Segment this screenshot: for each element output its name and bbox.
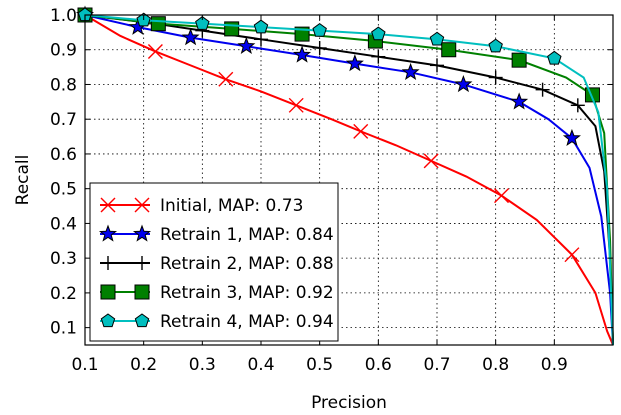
x-tick-label: 0.1 [71, 355, 98, 375]
legend-entry: Retrain 3, MAP: 0.92 [100, 283, 334, 303]
y-tick-label: 0.9 [50, 41, 77, 61]
data-point [488, 38, 503, 53]
ticks-layer: 0.1 0.2 0.3 0.4 0.5 0.6 0.7 0.8 0.9 0.1 0.2 0.3 0.4 0… [50, 6, 613, 375]
x-axis-label: Precision [311, 393, 387, 413]
x-tick-label: 0.4 [247, 355, 274, 375]
legend-marker [132, 224, 152, 242]
data-point [224, 21, 240, 37]
y-tick-label: 1.0 [50, 6, 77, 26]
series-layer [75, 5, 614, 346]
legend-entry: Initial, MAP: 0.73 [100, 196, 303, 216]
x-tick-label: 0.6 [365, 355, 392, 375]
marker-stroke [494, 188, 510, 204]
x-tick-label: 0.3 [189, 355, 216, 375]
series-line [84, 14, 614, 346]
marker-stroke [353, 123, 369, 139]
data-point [353, 123, 369, 139]
data-point [564, 247, 580, 263]
data-point [312, 23, 327, 37]
y-tick-label: 0.7 [50, 110, 77, 130]
data-point [488, 70, 503, 85]
y-axis-label: Recall [13, 155, 33, 206]
data-point [454, 74, 473, 93]
legend-entry: Retrain 1, MAP: 0.84 [98, 224, 334, 245]
legend-marker [135, 256, 149, 270]
legend-label: Retrain 2, MAP: 0.88 [160, 254, 334, 274]
y-tick-label: 0.8 [50, 75, 77, 95]
data-point [147, 43, 163, 59]
series-line [84, 14, 614, 346]
marker-stroke [218, 71, 234, 87]
plot-frame [84, 14, 614, 346]
data-point [547, 50, 562, 65]
y-tick-label: 0.4 [50, 214, 77, 234]
data-point [511, 52, 527, 68]
y-tick-label: 0.5 [50, 180, 77, 200]
data-point [494, 188, 510, 204]
legend-marker [134, 197, 150, 213]
marker-stroke [288, 97, 304, 113]
legend-marker [134, 313, 150, 328]
y-tick-label: 0.1 [50, 319, 77, 339]
data-point [254, 32, 268, 47]
x-tick-label: 0.7 [423, 355, 450, 375]
marker-stroke [100, 197, 116, 213]
data-point [562, 128, 581, 146]
legend-marker [134, 284, 150, 300]
data-point [293, 45, 312, 63]
series-line [84, 14, 614, 346]
data-point [429, 31, 445, 46]
series-5 [77, 7, 614, 346]
data-point [195, 16, 210, 30]
data-point [510, 92, 529, 110]
marker-stroke [423, 153, 439, 169]
data-point [371, 49, 386, 64]
x-tick-label: 0.5 [306, 355, 333, 375]
data-point [181, 28, 200, 46]
data-point [218, 71, 234, 87]
data-point [570, 98, 585, 113]
data-point [430, 58, 444, 73]
data-point [237, 36, 256, 54]
legend-label: Retrain 1, MAP: 0.84 [160, 225, 334, 245]
legend-marker [100, 313, 116, 328]
data-point [312, 41, 327, 55]
legend-label: Initial, MAP: 0.73 [160, 196, 303, 216]
legend-marker [101, 256, 115, 270]
legend-entry: Retrain 4, MAP: 0.94 [100, 312, 334, 332]
legend-label: Retrain 3, MAP: 0.92 [160, 283, 334, 303]
data-point [150, 16, 166, 32]
marker-stroke [147, 43, 163, 59]
y-tick-label: 0.2 [50, 284, 77, 304]
y-tick-label: 0.3 [50, 249, 77, 269]
data-point [253, 19, 269, 34]
legend-label: Retrain 4, MAP: 0.94 [160, 312, 334, 332]
y-tick-label: 0.6 [50, 145, 77, 165]
marker-stroke [134, 197, 150, 213]
data-point [535, 82, 550, 97]
x-tick-label: 0.9 [541, 355, 568, 375]
series-1 [84, 14, 614, 346]
data-point [441, 42, 457, 58]
marker-stroke [564, 247, 580, 263]
x-tick-label: 0.8 [482, 355, 509, 375]
data-point [288, 97, 304, 113]
legend: Initial, MAP: 0.73 Retrain 1, MAP: 0.84 Re… [89, 182, 339, 342]
legend-marker [100, 197, 116, 213]
x-tick-label: 0.2 [130, 355, 157, 375]
data-point [423, 153, 439, 169]
data-point [401, 62, 420, 80]
legend-marker [98, 224, 118, 242]
data-point [345, 54, 364, 72]
data-point [371, 26, 386, 41]
legend-marker [100, 284, 116, 300]
legend-entry: Retrain 2, MAP: 0.88 [100, 254, 334, 274]
